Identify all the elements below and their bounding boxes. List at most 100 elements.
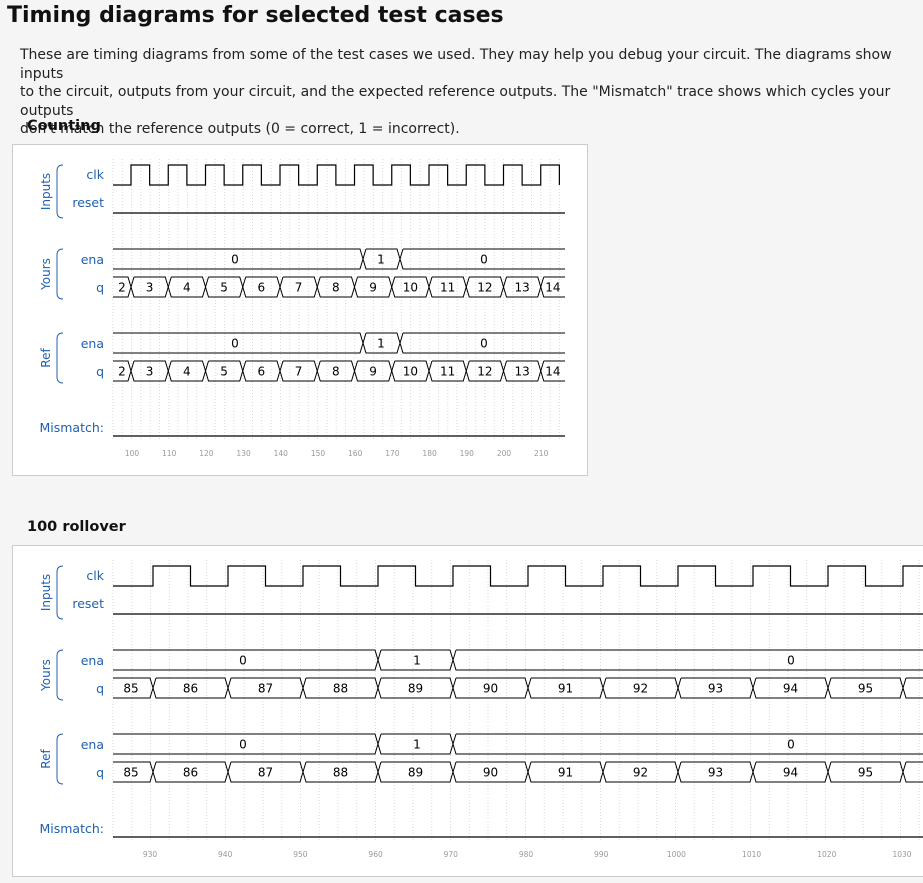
yours-ena-segment [362, 248, 401, 270]
ref-ena-segment [452, 733, 923, 755]
group-label-inputs: Inputs [39, 173, 53, 210]
signal-label-ena: ena [81, 336, 104, 351]
yours-q-segment [227, 677, 304, 699]
group-bracket [56, 332, 64, 384]
yours-q-value: 6 [258, 281, 266, 295]
yours-ena-value: 1 [377, 253, 385, 267]
yours-q-segment [377, 677, 454, 699]
yours-q-value: 9 [369, 281, 377, 295]
group-label-yours: Yours [39, 258, 53, 291]
ref-ena-segment [362, 332, 401, 354]
time-tick-label: 1030 [892, 850, 911, 859]
signal-label-ena: ena [81, 653, 104, 668]
signal-label-q: q [96, 681, 104, 696]
yours-q-value: 95 [858, 682, 873, 696]
ref-q-value: 87 [258, 766, 273, 780]
group-bracket [56, 565, 64, 620]
ref-q-segment [902, 761, 923, 783]
time-tick-label: 1020 [817, 850, 836, 859]
signal-label-mismatch: Mismatch: [39, 821, 104, 836]
ref-q-segment [677, 761, 754, 783]
ref-q-segment [602, 761, 679, 783]
ref-q-segment [302, 761, 379, 783]
group-label-ref: Ref [39, 348, 53, 368]
yours-q-segment [502, 276, 542, 298]
time-tick-label: 960 [368, 850, 383, 859]
ref-q-value: 91 [558, 766, 573, 780]
yours-q-segment [353, 276, 393, 298]
time-tick-label: 190 [460, 449, 475, 458]
ref-q-segment [540, 360, 565, 382]
signal-label-reset: reset [72, 195, 104, 210]
ref-q-value: 6 [258, 365, 266, 379]
yours-q-value: 92 [633, 682, 648, 696]
yours-q-segment [316, 276, 356, 298]
group-label-ref: Ref [39, 749, 53, 769]
time-tick-label: 990 [594, 850, 609, 859]
yours-ena-segment [399, 248, 565, 270]
group-label-inputs: Inputs [39, 574, 53, 611]
yours-q-segment [452, 677, 529, 699]
yours-q-segment [677, 677, 754, 699]
ref-q-segment [428, 360, 467, 382]
ref-ena-value: 0 [239, 738, 247, 752]
ref-q-value: 14 [545, 365, 560, 379]
ref-q-value: 10 [403, 365, 418, 379]
waveform-canvas: Inputs Yours Ref clk reset ena q ena q Mismatch: 0… [39, 159, 565, 458]
intro-line: don't match the reference outputs (0 = c… [20, 121, 460, 137]
time-tick-label: 100 [125, 449, 140, 458]
signal-label-q: q [96, 280, 104, 295]
yours-q-segment [902, 677, 923, 699]
timing-diagram-counting: Inputs Yours Ref clk reset ena q ena q Mismatch: 0… [12, 144, 588, 476]
page-title: Timing diagrams for selected test cases [7, 3, 504, 28]
yours-ena-value: 1 [413, 654, 421, 668]
group-label-yours: Yours [39, 659, 53, 692]
yours-q-value: 87 [258, 682, 273, 696]
ref-q-segment [130, 360, 169, 382]
time-tick-label: 180 [422, 449, 437, 458]
yours-q-segment [428, 276, 467, 298]
signal-label-q: q [96, 364, 104, 379]
yours-q-segment [465, 276, 505, 298]
ref-q-value: 85 [123, 766, 138, 780]
ref-q-value: 13 [514, 365, 529, 379]
ref-q-segment [316, 360, 356, 382]
ref-q-value: 7 [295, 365, 303, 379]
yours-q-value: 91 [558, 682, 573, 696]
yours-q-value: 11 [440, 281, 455, 295]
yours-q-value: 8 [332, 281, 340, 295]
ref-q-segment [391, 360, 430, 382]
ref-q-value: 4 [183, 365, 191, 379]
time-tick-label: 170 [385, 449, 400, 458]
time-tick-label: 930 [143, 850, 158, 859]
yours-q-value: 85 [123, 682, 138, 696]
yours-ena-value: 0 [231, 253, 239, 267]
ref-q-segment [353, 360, 393, 382]
yours-ena-segment [377, 649, 454, 671]
time-tick-label: 130 [236, 449, 251, 458]
group-bracket [56, 733, 64, 785]
ref-ena-segment [399, 332, 565, 354]
yours-q-value: 88 [333, 682, 348, 696]
ref-q-value: 93 [708, 766, 723, 780]
ref-q-value: 95 [858, 766, 873, 780]
ref-q-segment [502, 360, 542, 382]
ref-q-value: 89 [408, 766, 423, 780]
yours-q-value: 7 [295, 281, 303, 295]
yours-q-segment [130, 276, 169, 298]
yours-q-value: 12 [477, 281, 492, 295]
yours-q-value: 5 [220, 281, 228, 295]
yours-q-value: 13 [514, 281, 529, 295]
ref-q-segment [452, 761, 529, 783]
ref-q-segment [279, 360, 318, 382]
signal-label-reset: reset [72, 596, 104, 611]
yours-q-segment [540, 276, 565, 298]
yours-q-segment [391, 276, 430, 298]
ref-q-value: 2 [118, 365, 126, 379]
ref-ena-segment [377, 733, 454, 755]
ref-q-value: 9 [369, 365, 377, 379]
yours-q-segment [752, 677, 829, 699]
ref-q-segment [527, 761, 604, 783]
signal-label-clk: clk [86, 568, 104, 583]
signal-label-clk: clk [86, 167, 104, 182]
